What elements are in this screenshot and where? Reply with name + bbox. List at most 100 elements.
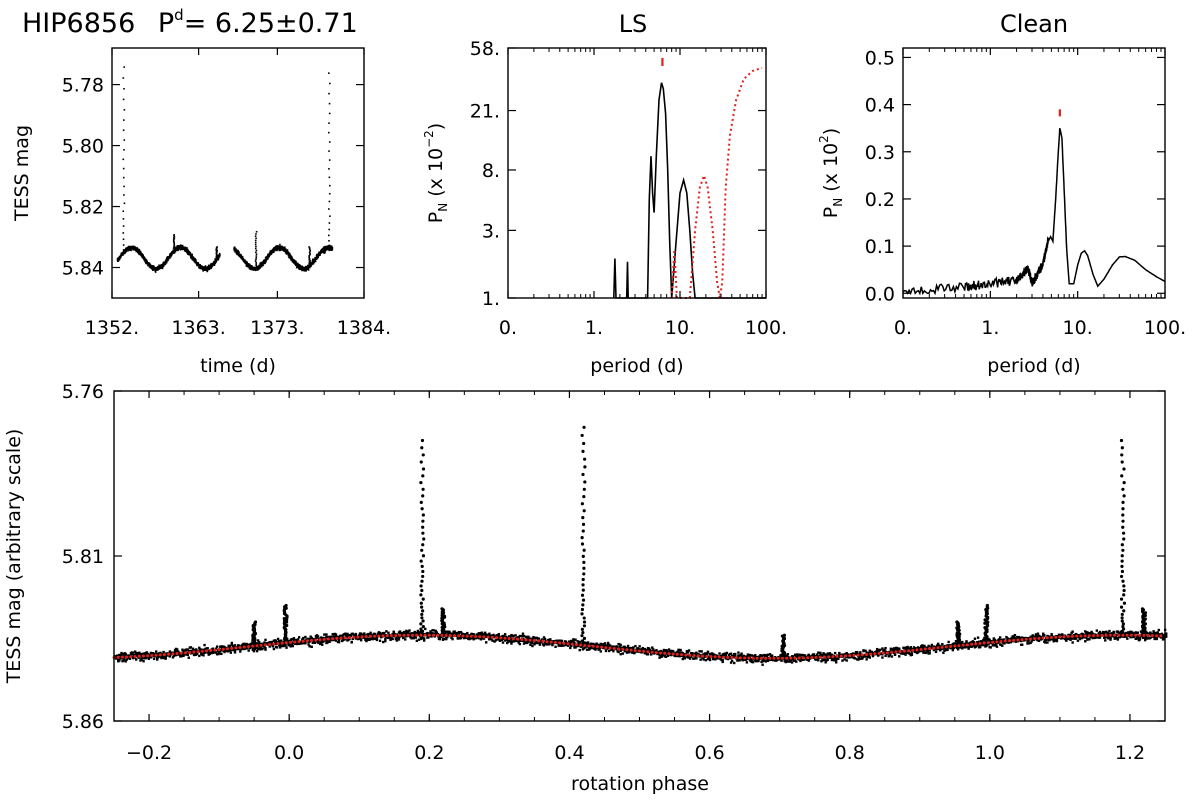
phased-point — [247, 649, 250, 652]
phased-point — [429, 630, 432, 633]
phased-point — [549, 638, 552, 641]
lightcurve-flare-point — [328, 92, 330, 95]
phased-point — [383, 631, 386, 635]
lightcurve-point — [189, 252, 192, 254]
clean-xtick-label: 1. — [981, 317, 999, 339]
lightcurve-point — [264, 262, 266, 264]
lightcurve-flare-point — [308, 257, 311, 259]
phased-point — [496, 638, 499, 641]
phased-point — [351, 637, 354, 640]
phased-point — [494, 639, 497, 642]
lightcurve-point — [145, 259, 148, 262]
phased-point — [890, 655, 894, 658]
phased-point — [667, 648, 671, 651]
phased-point — [427, 636, 430, 639]
phased-point — [936, 642, 940, 646]
lightcurve-axes: 1352. 1363. 1373. 1384.5.785.805.825.84 — [62, 48, 391, 339]
phased-point — [229, 651, 233, 654]
phased-point — [881, 656, 884, 659]
lightcurve-point — [322, 250, 324, 253]
lightcurve-point — [278, 249, 281, 252]
phased-point — [862, 649, 865, 652]
phased-point — [215, 645, 219, 648]
phased-point — [708, 658, 712, 662]
lightcurve-point — [312, 258, 314, 260]
phased-point — [121, 660, 124, 663]
lightcurve-point — [272, 251, 275, 254]
lightcurve-flare-point — [308, 260, 311, 263]
phased-point — [396, 634, 400, 638]
phased-point — [416, 631, 420, 634]
phased-point — [742, 654, 745, 658]
phased-point — [533, 643, 536, 646]
lightcurve-flare-point — [254, 239, 257, 242]
lightcurve-flare-point — [255, 258, 257, 261]
lightcurve-point — [234, 247, 236, 249]
phased-point — [230, 643, 234, 646]
lightcurve-point — [250, 265, 253, 267]
phased-point — [358, 637, 362, 640]
lightcurve-point — [282, 246, 285, 249]
phased-point — [973, 637, 977, 640]
phased-point — [326, 641, 329, 644]
phased-point — [432, 629, 435, 632]
phased-point — [309, 635, 312, 638]
phased-point — [698, 650, 701, 653]
phased-point — [211, 651, 215, 654]
phased-point — [864, 649, 867, 653]
lightcurve-point — [256, 269, 259, 271]
phased-point — [401, 636, 405, 640]
lightcurve-point — [235, 248, 237, 250]
phased-point — [923, 644, 926, 648]
lightcurve-point — [206, 269, 209, 272]
phased-point — [123, 655, 126, 659]
phased-point — [434, 629, 437, 633]
phased-point — [906, 645, 909, 649]
phased-point — [290, 643, 293, 646]
lightcurve-flare-point — [308, 256, 310, 258]
lightcurve-flare-point — [254, 267, 257, 269]
phased-point — [410, 637, 413, 640]
lightcurve-flare-point — [254, 235, 257, 237]
lightcurve-point — [286, 249, 289, 251]
phased-point — [790, 661, 794, 664]
lightcurve-point — [164, 263, 167, 266]
phased-point — [751, 660, 755, 664]
phased-point — [798, 653, 801, 656]
lightcurve-flare-point — [122, 225, 125, 227]
phased-point — [404, 638, 407, 641]
lightcurve-xtick-label: 1352. — [85, 317, 139, 339]
phased-point — [186, 648, 189, 651]
phased-point — [488, 637, 491, 641]
phased-point — [803, 654, 806, 657]
ls-axes: 0. 1. 10. 100.1.3.8.21.58. — [470, 38, 787, 339]
lightcurve-point — [240, 254, 242, 256]
phased-point — [794, 653, 797, 656]
phased-point — [819, 651, 822, 655]
phased-point — [972, 640, 976, 644]
phased-point — [838, 651, 841, 655]
phased-point — [191, 647, 195, 650]
lightcurve-point — [276, 248, 279, 251]
phased-point — [762, 659, 765, 662]
lightcurve-point — [192, 256, 195, 259]
phased-point — [334, 633, 338, 636]
ls-xtick-label: 100. — [745, 317, 787, 339]
phased-point — [472, 638, 475, 641]
phased-point — [247, 643, 250, 646]
phased-point — [291, 641, 295, 644]
phased-point — [729, 652, 733, 655]
clean-panel: 0. 1. 10. 100.0.00.10.20.30.40.5 PN(x 102) … — [817, 47, 1186, 377]
phased-point — [870, 650, 874, 654]
phased-point — [220, 652, 223, 656]
lightcurve-point — [174, 250, 177, 253]
lightcurve-point — [269, 250, 272, 252]
phased-point — [699, 658, 702, 661]
phased-point — [363, 632, 366, 635]
phased-point — [261, 647, 264, 651]
lightcurve-flare-point — [308, 262, 310, 265]
phased-point — [679, 648, 682, 652]
lightcurve-point — [284, 246, 286, 249]
lightcurve-point — [265, 261, 267, 263]
lightcurve-point — [140, 251, 142, 254]
